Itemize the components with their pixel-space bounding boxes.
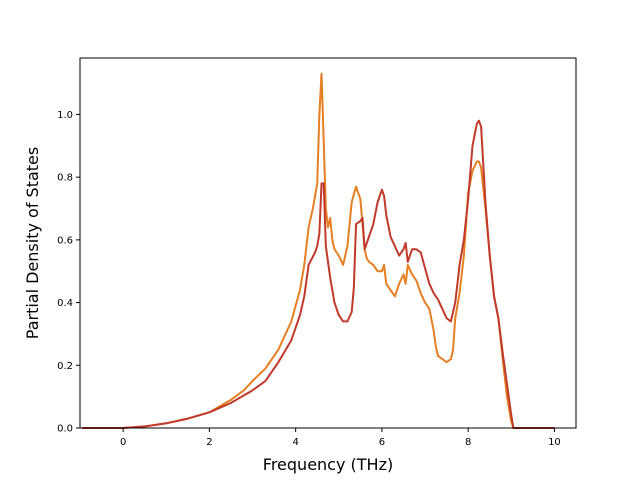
- plot-area-frame: [79, 57, 577, 429]
- x-tick-label: 10: [548, 437, 561, 448]
- y-tick-label: 0.6: [57, 235, 73, 246]
- x-tick-label: 0: [120, 437, 126, 448]
- y-tick-label: 0.4: [57, 298, 73, 309]
- y-axis-label: Partial Density of States: [23, 147, 42, 339]
- x-tick-label: 4: [292, 437, 298, 448]
- x-tick-label: 2: [206, 437, 212, 448]
- y-tick-label: 0.2: [57, 361, 73, 372]
- x-tick-label: 6: [379, 437, 385, 448]
- y-tick-label: 1.0: [57, 110, 73, 121]
- x-tick-label: 8: [465, 437, 471, 448]
- y-tick-label: 0.8: [57, 173, 73, 184]
- y-tick-label: 0.0: [57, 424, 73, 435]
- series-line-1: [82, 72, 555, 429]
- x-axis-label: Frequency (THz): [263, 455, 393, 474]
- series-layer: [82, 72, 555, 429]
- ticks-layer: 0 2 4 6 8 10 0.0 0.2 0.4 0.6 0.8 1.0: [57, 110, 561, 448]
- series-line-2: [82, 119, 555, 429]
